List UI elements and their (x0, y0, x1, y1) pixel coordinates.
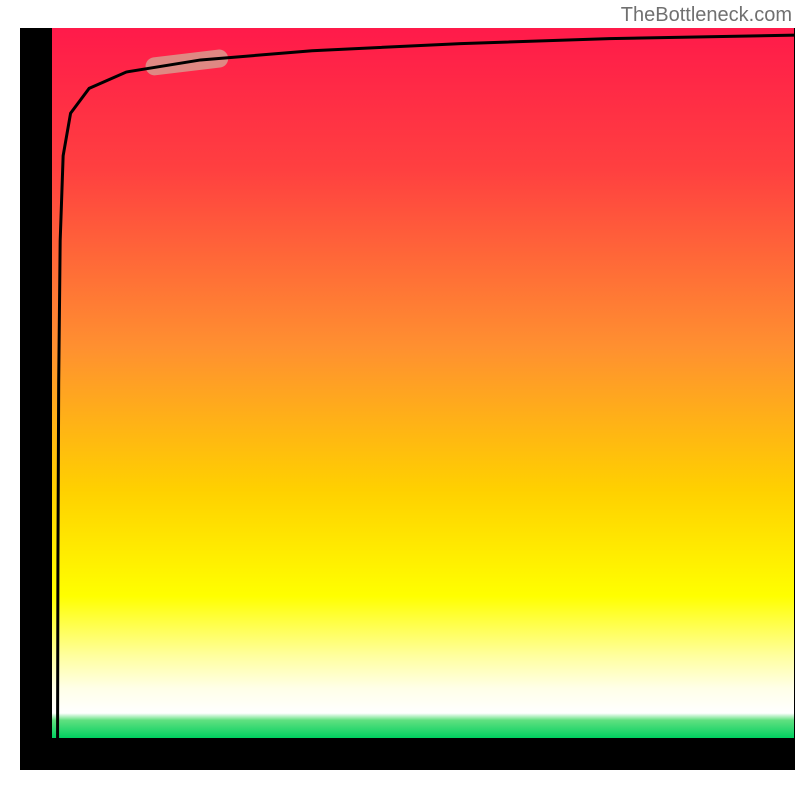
gradient-background (52, 28, 795, 738)
watermark-label: TheBottleneck.com (621, 4, 792, 27)
chart-svg (0, 0, 800, 800)
chart-root: TheBottleneck.com (0, 0, 800, 800)
